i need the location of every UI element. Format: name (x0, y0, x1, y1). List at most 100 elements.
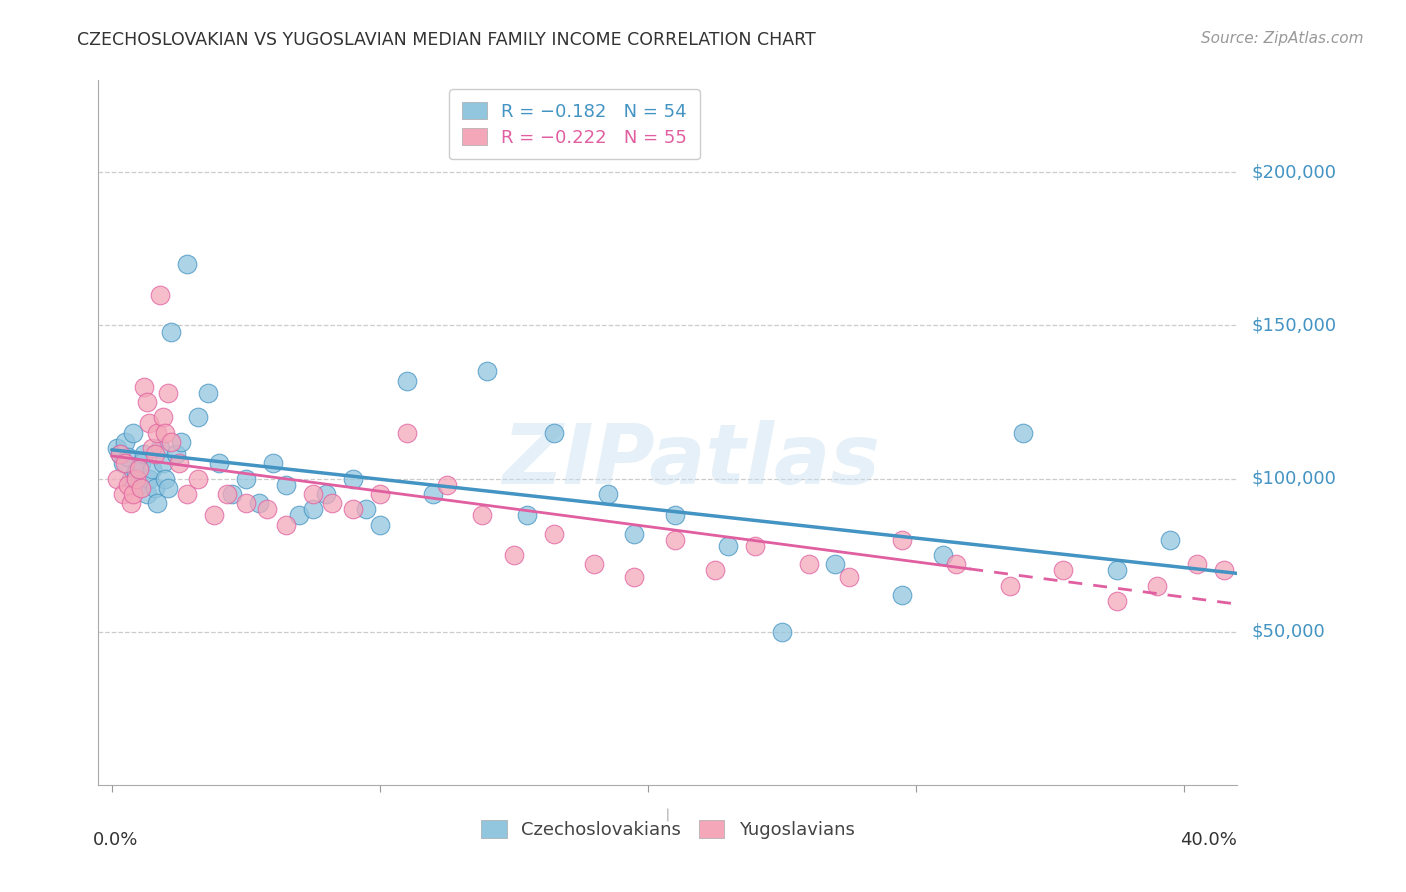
Text: 40.0%: 40.0% (1181, 830, 1237, 849)
Point (155, 472, 177, 486)
Point (149, 287, 172, 301)
Point (931, 548, 953, 562)
Point (132, 447, 155, 461)
Point (516, 508, 538, 523)
Point (395, 425, 418, 440)
Point (122, 425, 145, 440)
Point (141, 441, 163, 455)
Point (274, 517, 297, 532)
Point (1012, 425, 1035, 440)
Point (159, 434, 181, 449)
Point (315, 487, 337, 501)
Point (342, 502, 364, 516)
Point (125, 472, 148, 486)
Point (436, 477, 458, 491)
Text: $200,000: $200,000 (1251, 163, 1336, 181)
Point (197, 385, 219, 400)
Point (945, 558, 967, 572)
Point (475, 364, 498, 378)
Point (342, 472, 364, 486)
Point (114, 434, 136, 449)
Point (247, 496, 270, 510)
Point (395, 374, 418, 388)
Point (368, 517, 391, 532)
Point (321, 496, 343, 510)
Point (108, 447, 131, 461)
Point (703, 564, 725, 578)
Point (111, 487, 134, 501)
Point (157, 385, 180, 400)
Point (256, 502, 278, 516)
Legend: Czechoslovakians, Yugoslavians: Czechoslovakians, Yugoslavians (474, 814, 862, 847)
Point (288, 508, 311, 523)
Point (235, 496, 257, 510)
Point (1240, 569, 1263, 583)
Point (125, 466, 148, 480)
Point (998, 579, 1021, 593)
Point (262, 456, 284, 470)
Point (120, 496, 142, 510)
Point (176, 487, 198, 501)
Text: CZECHOSLOVAKIAN VS YUGOSLAVIAN MEDIAN FAMILY INCOME CORRELATION CHART: CZECHOSLOVAKIAN VS YUGOSLAVIAN MEDIAN FA… (77, 31, 815, 49)
Point (141, 462, 163, 476)
Point (152, 410, 174, 425)
Point (138, 472, 160, 486)
Point (187, 472, 209, 486)
Text: $50,000: $50,000 (1251, 623, 1324, 640)
Point (221, 487, 243, 501)
Point (202, 508, 225, 523)
Point (422, 487, 444, 501)
Point (215, 487, 238, 501)
Point (155, 425, 177, 440)
Point (274, 477, 297, 491)
Point (122, 487, 145, 501)
Point (664, 533, 686, 547)
Point (143, 447, 166, 461)
Point (838, 569, 860, 583)
Point (891, 588, 914, 602)
Point (135, 487, 157, 501)
Point (471, 508, 494, 523)
Point (664, 508, 686, 523)
Point (117, 450, 139, 464)
Point (596, 487, 619, 501)
Point (1212, 564, 1234, 578)
Point (143, 481, 166, 495)
Point (1253, 588, 1275, 602)
Point (543, 425, 565, 440)
Point (176, 257, 198, 271)
Point (167, 456, 190, 470)
Point (170, 434, 193, 449)
Point (152, 456, 174, 470)
Point (114, 456, 136, 470)
Point (159, 325, 181, 339)
Point (208, 456, 231, 470)
Point (157, 481, 180, 495)
Point (356, 502, 378, 516)
Point (583, 558, 606, 572)
Point (744, 539, 766, 553)
Point (146, 496, 169, 510)
Point (120, 472, 142, 486)
Point (128, 477, 150, 491)
Point (824, 558, 846, 572)
Point (108, 447, 131, 461)
Text: 0.0%: 0.0% (93, 830, 138, 849)
Point (623, 569, 645, 583)
Point (117, 477, 139, 491)
Point (1105, 564, 1128, 578)
Point (1185, 558, 1208, 572)
Point (1159, 533, 1181, 547)
Point (891, 533, 914, 547)
Point (149, 441, 172, 455)
Point (235, 472, 257, 486)
Point (132, 379, 155, 393)
Point (105, 441, 128, 455)
Point (146, 425, 169, 440)
Point (128, 462, 150, 476)
Text: ZIPatlas: ZIPatlas (502, 420, 880, 501)
Point (301, 502, 323, 516)
Point (717, 539, 740, 553)
Point (187, 410, 209, 425)
Point (368, 487, 391, 501)
